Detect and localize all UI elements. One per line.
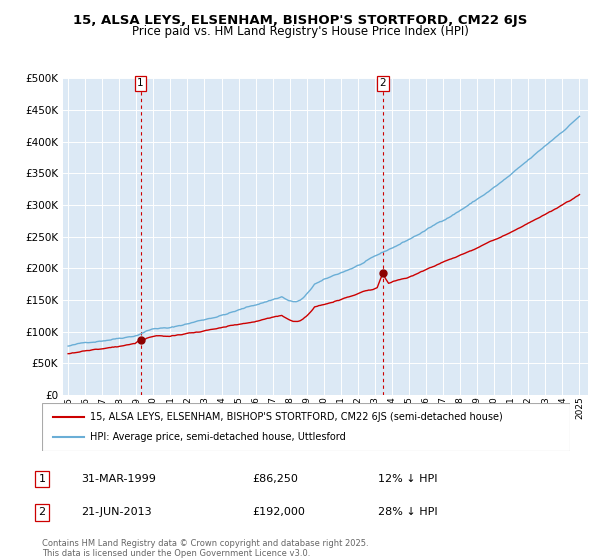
Text: 15, ALSA LEYS, ELSENHAM, BISHOP'S STORTFORD, CM22 6JS (semi-detached house): 15, ALSA LEYS, ELSENHAM, BISHOP'S STORTF… <box>89 412 502 422</box>
Text: 21-JUN-2013: 21-JUN-2013 <box>81 507 152 517</box>
Text: HPI: Average price, semi-detached house, Uttlesford: HPI: Average price, semi-detached house,… <box>89 432 345 442</box>
Text: Price paid vs. HM Land Registry's House Price Index (HPI): Price paid vs. HM Land Registry's House … <box>131 25 469 38</box>
Text: 28% ↓ HPI: 28% ↓ HPI <box>378 507 437 517</box>
Text: 12% ↓ HPI: 12% ↓ HPI <box>378 474 437 484</box>
Text: 31-MAR-1999: 31-MAR-1999 <box>81 474 156 484</box>
Text: 2: 2 <box>380 78 386 88</box>
Text: £192,000: £192,000 <box>252 507 305 517</box>
Text: £86,250: £86,250 <box>252 474 298 484</box>
Text: 15, ALSA LEYS, ELSENHAM, BISHOP'S STORTFORD, CM22 6JS: 15, ALSA LEYS, ELSENHAM, BISHOP'S STORTF… <box>73 14 527 27</box>
FancyBboxPatch shape <box>42 403 570 451</box>
Text: 1: 1 <box>137 78 144 88</box>
Text: 1: 1 <box>38 474 46 484</box>
Text: 2: 2 <box>38 507 46 517</box>
Text: Contains HM Land Registry data © Crown copyright and database right 2025.
This d: Contains HM Land Registry data © Crown c… <box>42 539 368 558</box>
